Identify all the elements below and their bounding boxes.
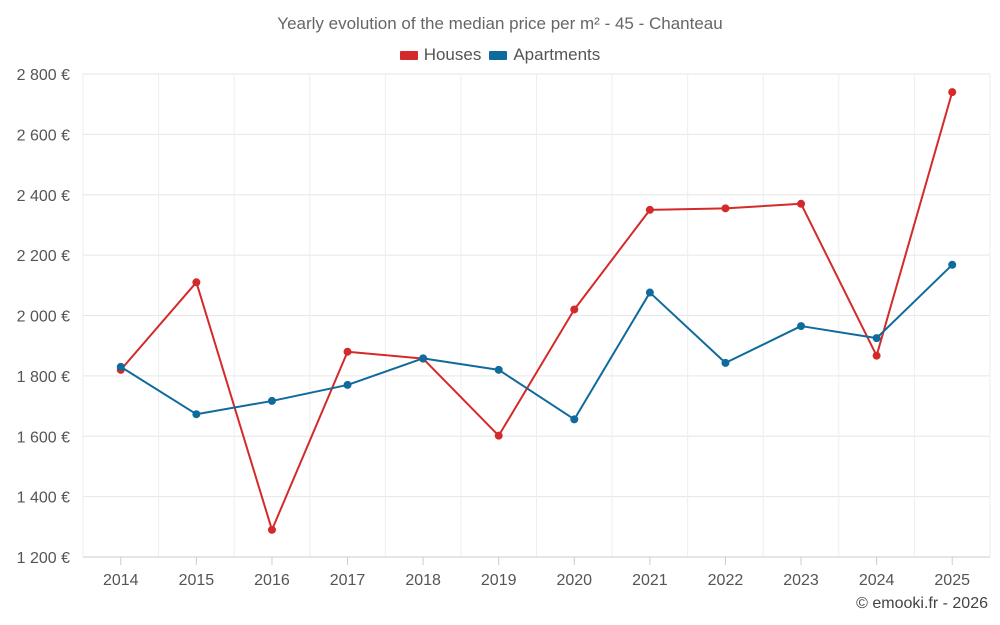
data-point-apartments (645, 288, 654, 297)
y-tick-label: 1 800 € (17, 369, 70, 386)
data-point-houses (570, 305, 579, 314)
data-point-apartments (343, 380, 352, 389)
data-point-apartments (872, 334, 881, 343)
x-tick-label: 2023 (783, 572, 819, 589)
data-point-houses (797, 199, 806, 208)
legend-label-apartments: Apartments (513, 45, 601, 64)
data-point-apartments (419, 354, 428, 363)
y-tick-label: 2 600 € (17, 127, 70, 144)
legend-label-houses: Houses (423, 45, 482, 64)
data-point-houses (721, 204, 730, 213)
series-line-houses (120, 91, 954, 531)
y-tick-label: 1 400 € (17, 490, 70, 507)
chart-title: Yearly evolution of the median price per… (277, 14, 723, 33)
y-tick-label: 2 000 € (17, 309, 70, 326)
data-point-apartments (192, 410, 201, 419)
data-point-houses (494, 431, 503, 440)
data-point-houses (267, 525, 276, 534)
legend-swatch-houses (399, 50, 418, 60)
legend-swatch-apartments (489, 50, 508, 60)
y-tick-label: 2 400 € (17, 188, 70, 205)
y-tick-label: 2 800 € (17, 67, 70, 84)
data-point-apartments (116, 362, 125, 371)
legend: Houses Apartments (0, 45, 1000, 65)
data-point-houses (645, 205, 654, 214)
data-point-apartments (494, 365, 503, 374)
legend-item-apartments[interactable]: Apartments (489, 45, 600, 65)
y-tick-label: 1 200 € (17, 550, 70, 567)
data-point-apartments (267, 396, 276, 405)
x-tick-label: 2018 (405, 572, 441, 589)
x-tick-label: 2024 (859, 572, 895, 589)
data-point-apartments (797, 322, 806, 331)
data-point-apartments (721, 358, 730, 367)
x-tick-label: 2017 (330, 572, 366, 589)
data-point-houses (948, 88, 957, 97)
data-point-houses (192, 278, 201, 287)
data-point-apartments (948, 260, 957, 269)
data-point-houses (872, 351, 881, 360)
x-tick-label: 2022 (708, 572, 744, 589)
data-point-houses (343, 347, 352, 356)
x-tick-label: 2014 (103, 572, 139, 589)
legend-item-houses[interactable]: Houses (399, 45, 482, 65)
x-tick-label: 2016 (254, 572, 290, 589)
series-line-apartments (120, 264, 953, 421)
credit-text: © emooki.fr - 2026 (856, 595, 988, 612)
x-tick-label: 2021 (632, 572, 668, 589)
y-tick-label: 1 600 € (17, 429, 70, 446)
y-tick-label: 2 200 € (17, 248, 70, 265)
x-tick-label: 2019 (481, 572, 517, 589)
x-tick-label: 2020 (556, 572, 592, 589)
data-point-apartments (570, 415, 579, 424)
x-tick-label: 2015 (179, 572, 215, 589)
x-tick-label: 2025 (934, 572, 970, 589)
